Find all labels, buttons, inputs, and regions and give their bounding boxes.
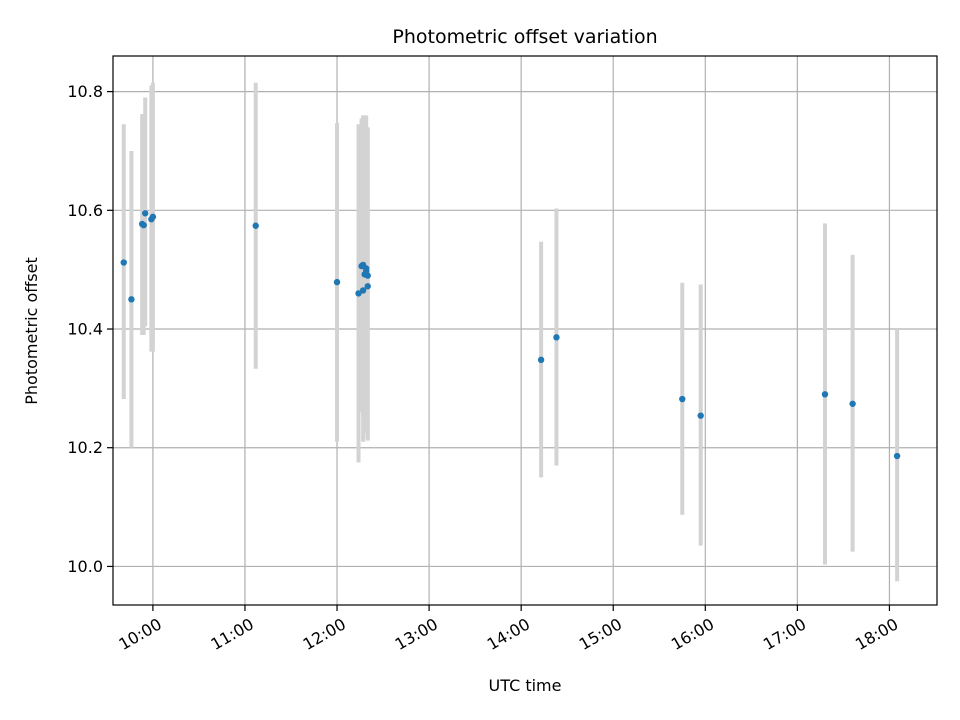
x-axis-label: UTC time (489, 676, 562, 695)
data-point (359, 287, 367, 294)
y-tick-label: 10.2 (67, 438, 103, 457)
data-point (120, 259, 127, 266)
plot-background (113, 56, 937, 605)
data-point (364, 272, 371, 279)
data-point (849, 400, 856, 407)
data-point (252, 222, 259, 229)
data-point (140, 221, 147, 229)
data-point (697, 412, 704, 419)
y-tick-label: 10.8 (67, 82, 103, 101)
data-point (128, 296, 135, 303)
data-point (355, 290, 362, 297)
y-tick-label: 10.0 (67, 557, 103, 576)
data-point (149, 213, 157, 221)
plot-frame (112, 55, 938, 606)
data-point (821, 391, 829, 398)
data-point (333, 278, 341, 286)
data-point (553, 334, 560, 341)
y-axis-label: Photometric offset (22, 257, 41, 405)
chart-title: Photometric offset variation (392, 26, 657, 48)
point-layer (120, 210, 901, 460)
y-tick-label: 10.6 (67, 201, 103, 220)
data-point (142, 210, 149, 217)
y-tick-label: 10.4 (67, 320, 103, 339)
data-point (679, 395, 686, 403)
data-point (537, 356, 545, 364)
data-point (893, 452, 901, 460)
data-point (364, 283, 371, 290)
